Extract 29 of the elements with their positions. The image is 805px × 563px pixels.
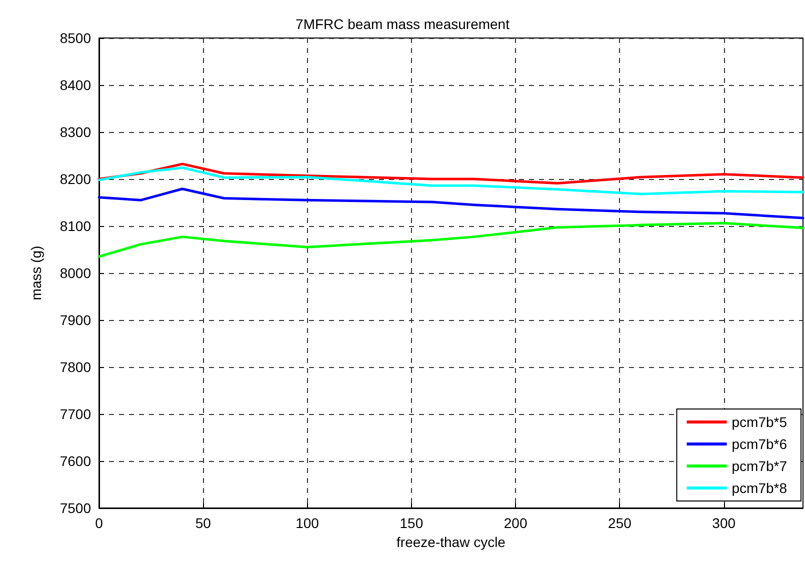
legend-label: pcm7b*6	[732, 436, 788, 452]
y-tick-label: 7900	[60, 312, 92, 328]
line-series	[98, 162, 804, 184]
legend-label: pcm7b*5	[732, 414, 788, 430]
line-series	[98, 222, 804, 258]
y-tick-label: 8500	[60, 30, 92, 46]
y-tick-label: 7500	[60, 500, 92, 516]
y-axis-title: mass (g)	[28, 246, 44, 300]
legend-label: pcm7b*7	[732, 458, 788, 474]
y-tick-label: 7700	[60, 406, 92, 422]
chart-title: 7MFRC beam mass measurement	[296, 16, 510, 32]
legend-label: pcm7b*8	[732, 480, 788, 496]
x-axis-title: freeze-thaw cycle	[396, 534, 506, 550]
y-tick-label: 8200	[60, 171, 92, 187]
y-tick-label: 7600	[60, 453, 92, 469]
x-tick-label: 300	[712, 515, 736, 531]
x-tick-label: 50	[195, 515, 212, 531]
y-tick-label: 8300	[60, 124, 92, 140]
y-tick-label: 8100	[60, 218, 92, 234]
x-tick-label: 200	[504, 515, 528, 531]
line-series	[98, 188, 804, 220]
x-tick-label: 100	[296, 515, 320, 531]
x-tick-label: 0	[95, 515, 104, 531]
y-tick-label: 7800	[60, 359, 92, 375]
y-tick-label: 8400	[60, 77, 92, 93]
y-tick-label: 8000	[60, 265, 92, 281]
line-series	[98, 166, 804, 196]
x-tick-label: 150	[400, 515, 424, 531]
x-tick-label: 250	[608, 515, 632, 531]
